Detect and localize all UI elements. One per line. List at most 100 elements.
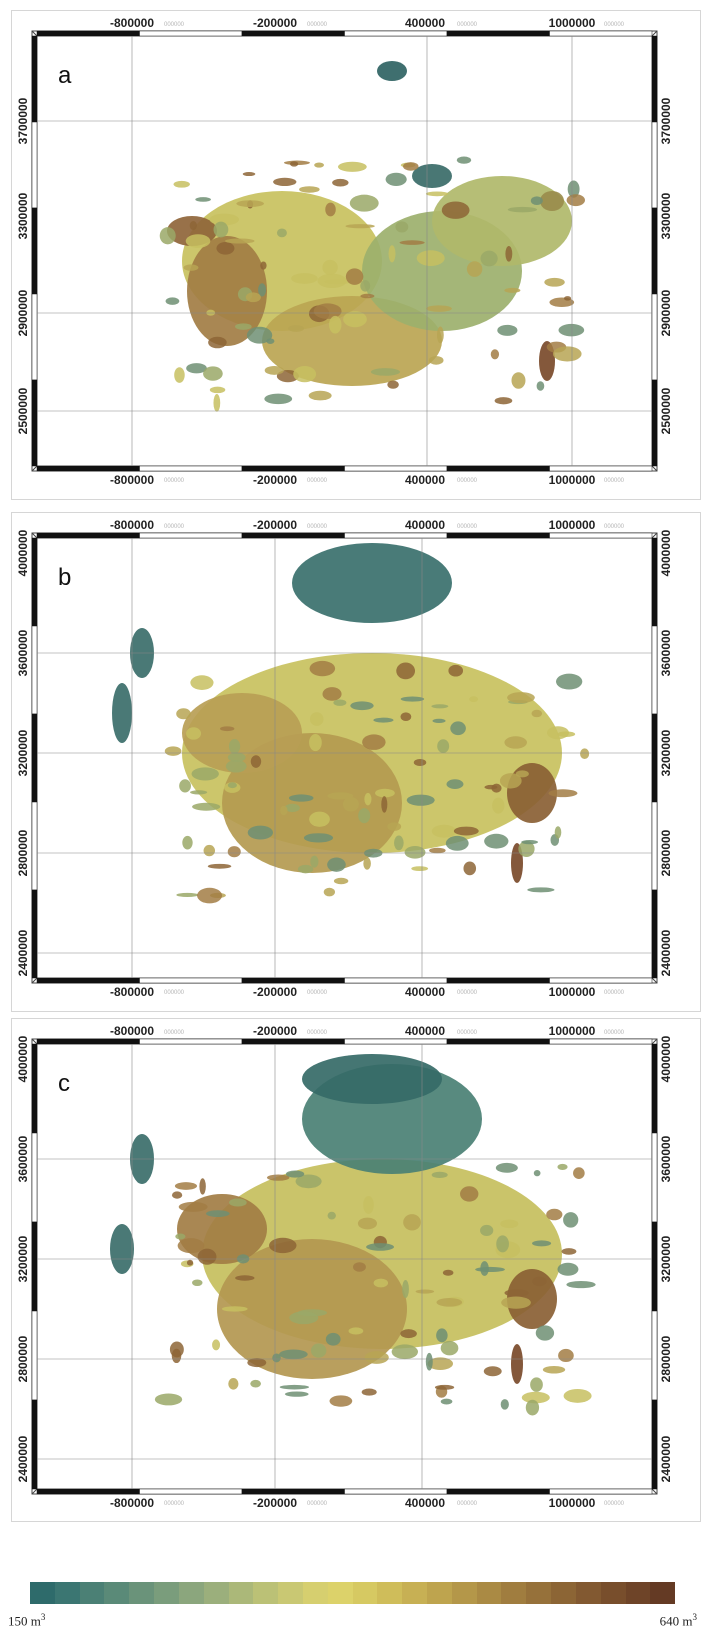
raster-speckle	[245, 292, 261, 303]
raster-speckle	[310, 855, 319, 868]
raster-speckle	[205, 1210, 230, 1217]
x-tick-suffix-bottom: 000000	[307, 1501, 328, 1507]
raster-speckle	[190, 675, 214, 690]
raster-speckle	[456, 156, 472, 164]
raster-speckle	[566, 1280, 596, 1289]
raster-speckle	[258, 283, 267, 297]
legend-swatch	[178, 1582, 204, 1604]
raster-speckle	[504, 1289, 529, 1297]
y-tick-label-right: 3700000	[659, 97, 673, 144]
raster-speckle	[322, 259, 338, 275]
raster-speckle	[436, 1328, 448, 1343]
raster-speckle	[425, 191, 449, 197]
raster-layer	[159, 61, 585, 412]
x-tick-label-top: 1000000	[549, 16, 596, 30]
y-tick-label-left: 4000000	[16, 529, 30, 576]
scale-bar-left-segment	[31, 121, 38, 209]
raster-speckle	[177, 1238, 205, 1254]
raster-speckle	[429, 847, 446, 854]
raster-speckle	[437, 739, 450, 753]
scale-bar-left-segment	[31, 379, 38, 467]
raster-patch	[187, 236, 267, 346]
raster-speckle	[507, 206, 538, 213]
scale-bar-right-segment	[651, 207, 658, 295]
legend-min-text: 150 m	[8, 1613, 41, 1629]
raster-patch	[302, 1054, 442, 1104]
raster-speckle	[342, 796, 359, 812]
raster-speckle	[314, 162, 325, 168]
raster-speckle	[224, 238, 255, 244]
raster-speckle	[431, 1171, 448, 1178]
x-tick-suffix-top: 000000	[604, 22, 625, 28]
raster-speckle	[358, 808, 371, 824]
raster-speckle	[521, 1391, 550, 1404]
x-axis-top: -800000 000000 -200000 000000 400000 000000 10…	[110, 518, 625, 532]
scale-bar-right-segment	[651, 801, 658, 891]
raster-patch	[217, 1239, 407, 1379]
x-tick-suffix-top: 000000	[164, 524, 185, 530]
raster-speckle	[207, 863, 232, 869]
raster-speckle	[364, 792, 372, 806]
raster-speckle	[159, 227, 176, 245]
raster-speckle	[289, 161, 299, 167]
raster-speckle	[260, 261, 267, 270]
raster-speckle	[480, 1224, 494, 1237]
raster-speckle	[446, 779, 464, 789]
scale-bar-bottom-segment	[139, 465, 243, 472]
raster-speckle	[291, 273, 318, 284]
raster-speckle	[313, 303, 342, 319]
scale-bar-right-segment	[651, 1310, 658, 1401]
raster-speckle	[199, 1178, 206, 1195]
scale-bar-top-segment	[549, 532, 653, 539]
raster-speckle	[325, 1332, 341, 1346]
map-c-svg: -800000 000000 -200000 000000 400000 000000 10…	[16, 1024, 673, 1510]
raster-speckle	[527, 887, 555, 893]
legend-swatch	[327, 1582, 353, 1604]
raster-patch	[292, 543, 452, 623]
raster-speckle	[362, 734, 386, 750]
x-tick-label-bottom: 400000	[405, 473, 445, 487]
raster-speckle	[165, 297, 180, 305]
frame-corner	[651, 977, 658, 984]
x-tick-label-bottom: -800000	[110, 1496, 154, 1510]
y-tick-label-left: 3300000	[16, 192, 30, 239]
scale-bar-top-segment	[344, 1038, 448, 1045]
x-tick-suffix-top: 000000	[457, 22, 478, 28]
x-tick-suffix-bottom: 000000	[164, 1501, 185, 1507]
raster-speckle	[394, 835, 404, 851]
raster-speckle	[279, 1384, 310, 1390]
legend-swatch	[30, 1582, 55, 1604]
raster-speckle	[511, 372, 526, 389]
y-tick-label-left: 3600000	[16, 629, 30, 676]
raster-speckle	[363, 857, 371, 870]
legend-swatch	[501, 1582, 527, 1604]
raster-speckle	[440, 1340, 459, 1356]
x-axis-top: -800000 000000 -200000 000000 400000 000000 10…	[110, 16, 625, 30]
scale-bar-top-segment	[139, 1038, 243, 1045]
scale-bar-right-segment	[651, 889, 658, 979]
map-b-svg: -800000 000000 -200000 000000 400000 000000 10…	[16, 518, 673, 999]
raster-speckle	[521, 840, 539, 845]
x-tick-label-bottom: 400000	[405, 985, 445, 999]
raster-speckle	[402, 1279, 409, 1298]
raster-speckle	[186, 363, 207, 374]
raster-speckle	[544, 277, 565, 287]
raster-speckle	[273, 177, 297, 187]
x-tick-suffix-top: 000000	[164, 1030, 185, 1036]
x-tick-suffix-bottom: 000000	[307, 990, 328, 996]
raster-speckle	[475, 1266, 505, 1273]
raster-speckle	[209, 386, 226, 394]
legend-swatch	[600, 1582, 626, 1604]
y-tick-label-right: 3600000	[659, 1135, 673, 1182]
raster-speckle	[385, 172, 407, 186]
raster-speckle	[212, 1339, 221, 1351]
x-tick-label-bottom: -800000	[110, 985, 154, 999]
scale-bar-left-segment	[31, 889, 38, 979]
raster-speckle	[391, 1344, 419, 1360]
frame-corner	[651, 465, 658, 472]
y-axis-right: 4000000 3600000 3200000 2800000 2400000	[659, 1035, 673, 1482]
raster-patch	[412, 164, 452, 188]
raster-speckle	[396, 662, 416, 680]
scale-bar-top-segment	[36, 1038, 140, 1045]
raster-speckle	[357, 1217, 377, 1230]
